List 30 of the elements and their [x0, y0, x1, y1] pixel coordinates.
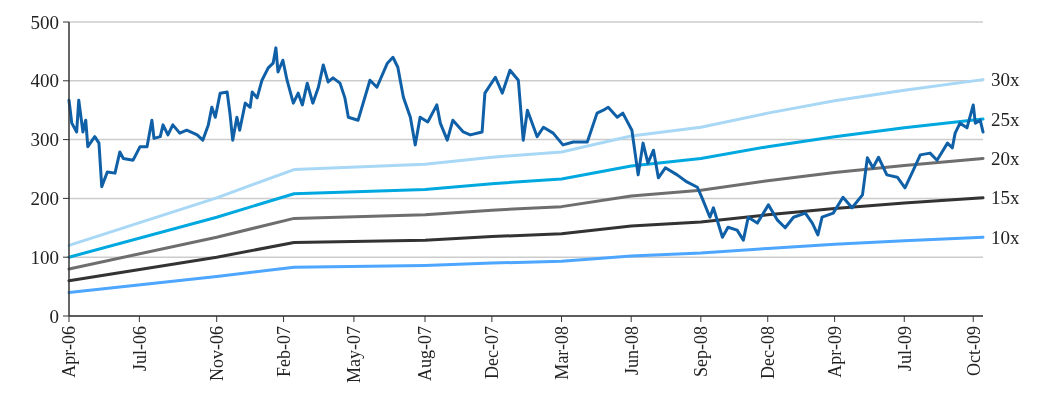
x-tick-label: Oct-09 — [963, 326, 984, 376]
y-tick-label: 500 — [30, 11, 59, 33]
line-series — [67, 46, 985, 242]
x-tick-label: Feb-07 — [273, 326, 294, 377]
line-series — [67, 78, 985, 247]
x-tick-label: Aug-07 — [415, 326, 436, 381]
x-tick-label: Apr-06 — [59, 326, 80, 378]
y-tick-label: 400 — [30, 70, 59, 92]
x-tick-label: Mar-08 — [551, 326, 572, 380]
x-tick-label: Jun-08 — [621, 326, 642, 375]
y-tick-label: 0 — [49, 305, 59, 327]
series-label: 20x — [991, 148, 1020, 170]
x-tick-label: May-07 — [344, 326, 365, 383]
line-series — [67, 156, 985, 271]
line-series — [67, 117, 985, 259]
x-tick-label: Jul-09 — [894, 326, 915, 371]
x-tick-label: Jul-06 — [129, 326, 150, 371]
series-label: 25x — [991, 108, 1020, 130]
line-series — [67, 235, 985, 294]
series-label: 10x — [991, 226, 1020, 248]
y-tick-label: 100 — [30, 246, 59, 268]
series-label: 30x — [991, 69, 1020, 91]
x-tick-label: Dec-07 — [482, 326, 503, 379]
x-tick-label: Dec-08 — [758, 326, 779, 379]
x-tick-label: Nov-06 — [206, 326, 227, 381]
y-tick-label: 200 — [30, 188, 59, 210]
x-tick-label: Apr-09 — [824, 326, 845, 378]
y-tick-label: 300 — [30, 129, 59, 151]
x-tick-label: Sep-08 — [691, 326, 712, 377]
series-label: 15x — [991, 187, 1020, 209]
